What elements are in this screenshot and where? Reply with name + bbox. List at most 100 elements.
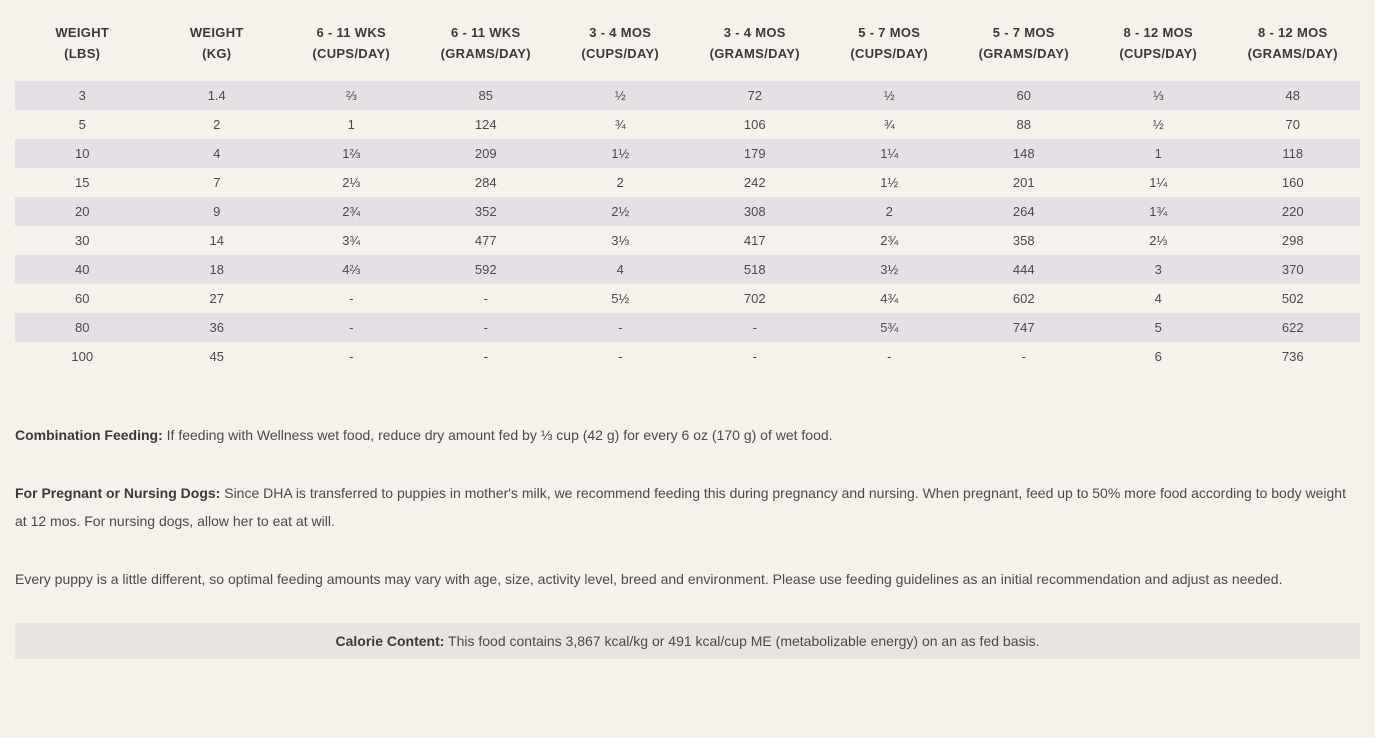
table-cell: 220 bbox=[1226, 197, 1361, 226]
calorie-label: Calorie Content: bbox=[336, 633, 445, 649]
table-cell: 27 bbox=[150, 284, 285, 313]
calorie-content-bar: Calorie Content: This food contains 3,86… bbox=[15, 623, 1360, 659]
table-cell: 60 bbox=[15, 284, 150, 313]
table-header: WEIGHT(LBS)WEIGHT(KG)6 - 11 WKS(CUPS/DAY… bbox=[15, 15, 1360, 81]
table-cell: 518 bbox=[688, 255, 823, 284]
table-cell: ½ bbox=[553, 81, 688, 110]
column-header: WEIGHT(LBS) bbox=[15, 15, 150, 81]
table-cell: 5½ bbox=[553, 284, 688, 313]
table-cell: 118 bbox=[1226, 139, 1361, 168]
column-header-line2: (LBS) bbox=[19, 44, 146, 65]
table-cell: 1 bbox=[1091, 139, 1226, 168]
table-row: 40184⅔59245183½4443370 bbox=[15, 255, 1360, 284]
table-cell: ¾ bbox=[822, 110, 957, 139]
table-cell: 2 bbox=[150, 110, 285, 139]
table-row: 8036----5¾7475622 bbox=[15, 313, 1360, 342]
table-cell: 1⅔ bbox=[284, 139, 419, 168]
table-cell: 48 bbox=[1226, 81, 1361, 110]
column-header-line1: 5 - 7 MOS bbox=[961, 23, 1088, 44]
table-cell: 10 bbox=[15, 139, 150, 168]
feeding-table: WEIGHT(LBS)WEIGHT(KG)6 - 11 WKS(CUPS/DAY… bbox=[15, 15, 1360, 371]
table-cell: 18 bbox=[150, 255, 285, 284]
column-header-line1: WEIGHT bbox=[19, 23, 146, 44]
column-header: 5 - 7 MOS(CUPS/DAY) bbox=[822, 15, 957, 81]
table-cell: 1¼ bbox=[822, 139, 957, 168]
table-cell: 179 bbox=[688, 139, 823, 168]
table-cell: 736 bbox=[1226, 342, 1361, 371]
table-cell: ⅔ bbox=[284, 81, 419, 110]
table-cell: 370 bbox=[1226, 255, 1361, 284]
table-cell: 4 bbox=[150, 139, 285, 168]
table-cell: 5 bbox=[1091, 313, 1226, 342]
table-cell: 2½ bbox=[553, 197, 688, 226]
table-cell: - bbox=[688, 313, 823, 342]
column-header-line2: (CUPS/DAY) bbox=[1095, 44, 1222, 65]
table-cell: 36 bbox=[150, 313, 285, 342]
table-cell: 1.4 bbox=[150, 81, 285, 110]
column-header-line2: (CUPS/DAY) bbox=[288, 44, 415, 65]
table-cell: 702 bbox=[688, 284, 823, 313]
table-cell: 502 bbox=[1226, 284, 1361, 313]
table-cell: 1½ bbox=[822, 168, 957, 197]
table-cell: 201 bbox=[957, 168, 1092, 197]
table-cell: 1½ bbox=[553, 139, 688, 168]
table-cell: 30 bbox=[15, 226, 150, 255]
table-cell: 2⅓ bbox=[284, 168, 419, 197]
table-cell: 209 bbox=[419, 139, 554, 168]
column-header-line1: 3 - 4 MOS bbox=[557, 23, 684, 44]
table-cell: - bbox=[553, 342, 688, 371]
table-cell: - bbox=[419, 284, 554, 313]
table-cell: 2⅓ bbox=[1091, 226, 1226, 255]
table-cell: 100 bbox=[15, 342, 150, 371]
table-cell: 5¾ bbox=[822, 313, 957, 342]
table-cell: 72 bbox=[688, 81, 823, 110]
table-cell: 6 bbox=[1091, 342, 1226, 371]
variation-note: Every puppy is a little different, so op… bbox=[15, 565, 1360, 593]
column-header-line2: (GRAMS/DAY) bbox=[692, 44, 819, 65]
column-header: 5 - 7 MOS(GRAMS/DAY) bbox=[957, 15, 1092, 81]
table-cell: 15 bbox=[15, 168, 150, 197]
column-header-line2: (CUPS/DAY) bbox=[557, 44, 684, 65]
table-cell: 444 bbox=[957, 255, 1092, 284]
table-cell: - bbox=[419, 342, 554, 371]
column-header-line1: 6 - 11 WKS bbox=[288, 23, 415, 44]
table-cell: 2 bbox=[822, 197, 957, 226]
table-cell: 747 bbox=[957, 313, 1092, 342]
table-cell: 4 bbox=[553, 255, 688, 284]
notes-section: Combination Feeding: If feeding with Wel… bbox=[15, 421, 1360, 593]
table-cell: 85 bbox=[419, 81, 554, 110]
table-cell: 3⅓ bbox=[553, 226, 688, 255]
table-cell: ⅓ bbox=[1091, 81, 1226, 110]
table-body: 31.4⅔85½72½60⅓48521124¾106¾88½701041⅔209… bbox=[15, 81, 1360, 371]
table-cell: 592 bbox=[419, 255, 554, 284]
table-cell: - bbox=[284, 342, 419, 371]
pregnant-nursing-label: For Pregnant or Nursing Dogs: bbox=[15, 485, 220, 501]
column-header-line2: (GRAMS/DAY) bbox=[961, 44, 1088, 65]
table-cell: - bbox=[284, 313, 419, 342]
table-row: 31.4⅔85½72½60⅓48 bbox=[15, 81, 1360, 110]
column-header-line2: (KG) bbox=[154, 44, 281, 65]
table-cell: 160 bbox=[1226, 168, 1361, 197]
table-row: 2092¾3522½30822641¾220 bbox=[15, 197, 1360, 226]
table-cell: 5 bbox=[15, 110, 150, 139]
table-cell: 352 bbox=[419, 197, 554, 226]
table-cell: 308 bbox=[688, 197, 823, 226]
table-cell: 60 bbox=[957, 81, 1092, 110]
table-cell: 284 bbox=[419, 168, 554, 197]
table-cell: 622 bbox=[1226, 313, 1361, 342]
table-row: 6027--5½7024¾6024502 bbox=[15, 284, 1360, 313]
column-header: 3 - 4 MOS(GRAMS/DAY) bbox=[688, 15, 823, 81]
column-header-line1: 3 - 4 MOS bbox=[692, 23, 819, 44]
table-cell: - bbox=[957, 342, 1092, 371]
table-cell: 3 bbox=[15, 81, 150, 110]
table-cell: 417 bbox=[688, 226, 823, 255]
table-cell: 9 bbox=[150, 197, 285, 226]
table-cell: 20 bbox=[15, 197, 150, 226]
column-header-line1: 8 - 12 MOS bbox=[1230, 23, 1357, 44]
combination-feeding-text: If feeding with Wellness wet food, reduc… bbox=[163, 427, 833, 443]
table-row: 10045------6736 bbox=[15, 342, 1360, 371]
table-cell: 2 bbox=[553, 168, 688, 197]
table-cell: 106 bbox=[688, 110, 823, 139]
table-cell: 45 bbox=[150, 342, 285, 371]
table-cell: ¾ bbox=[553, 110, 688, 139]
